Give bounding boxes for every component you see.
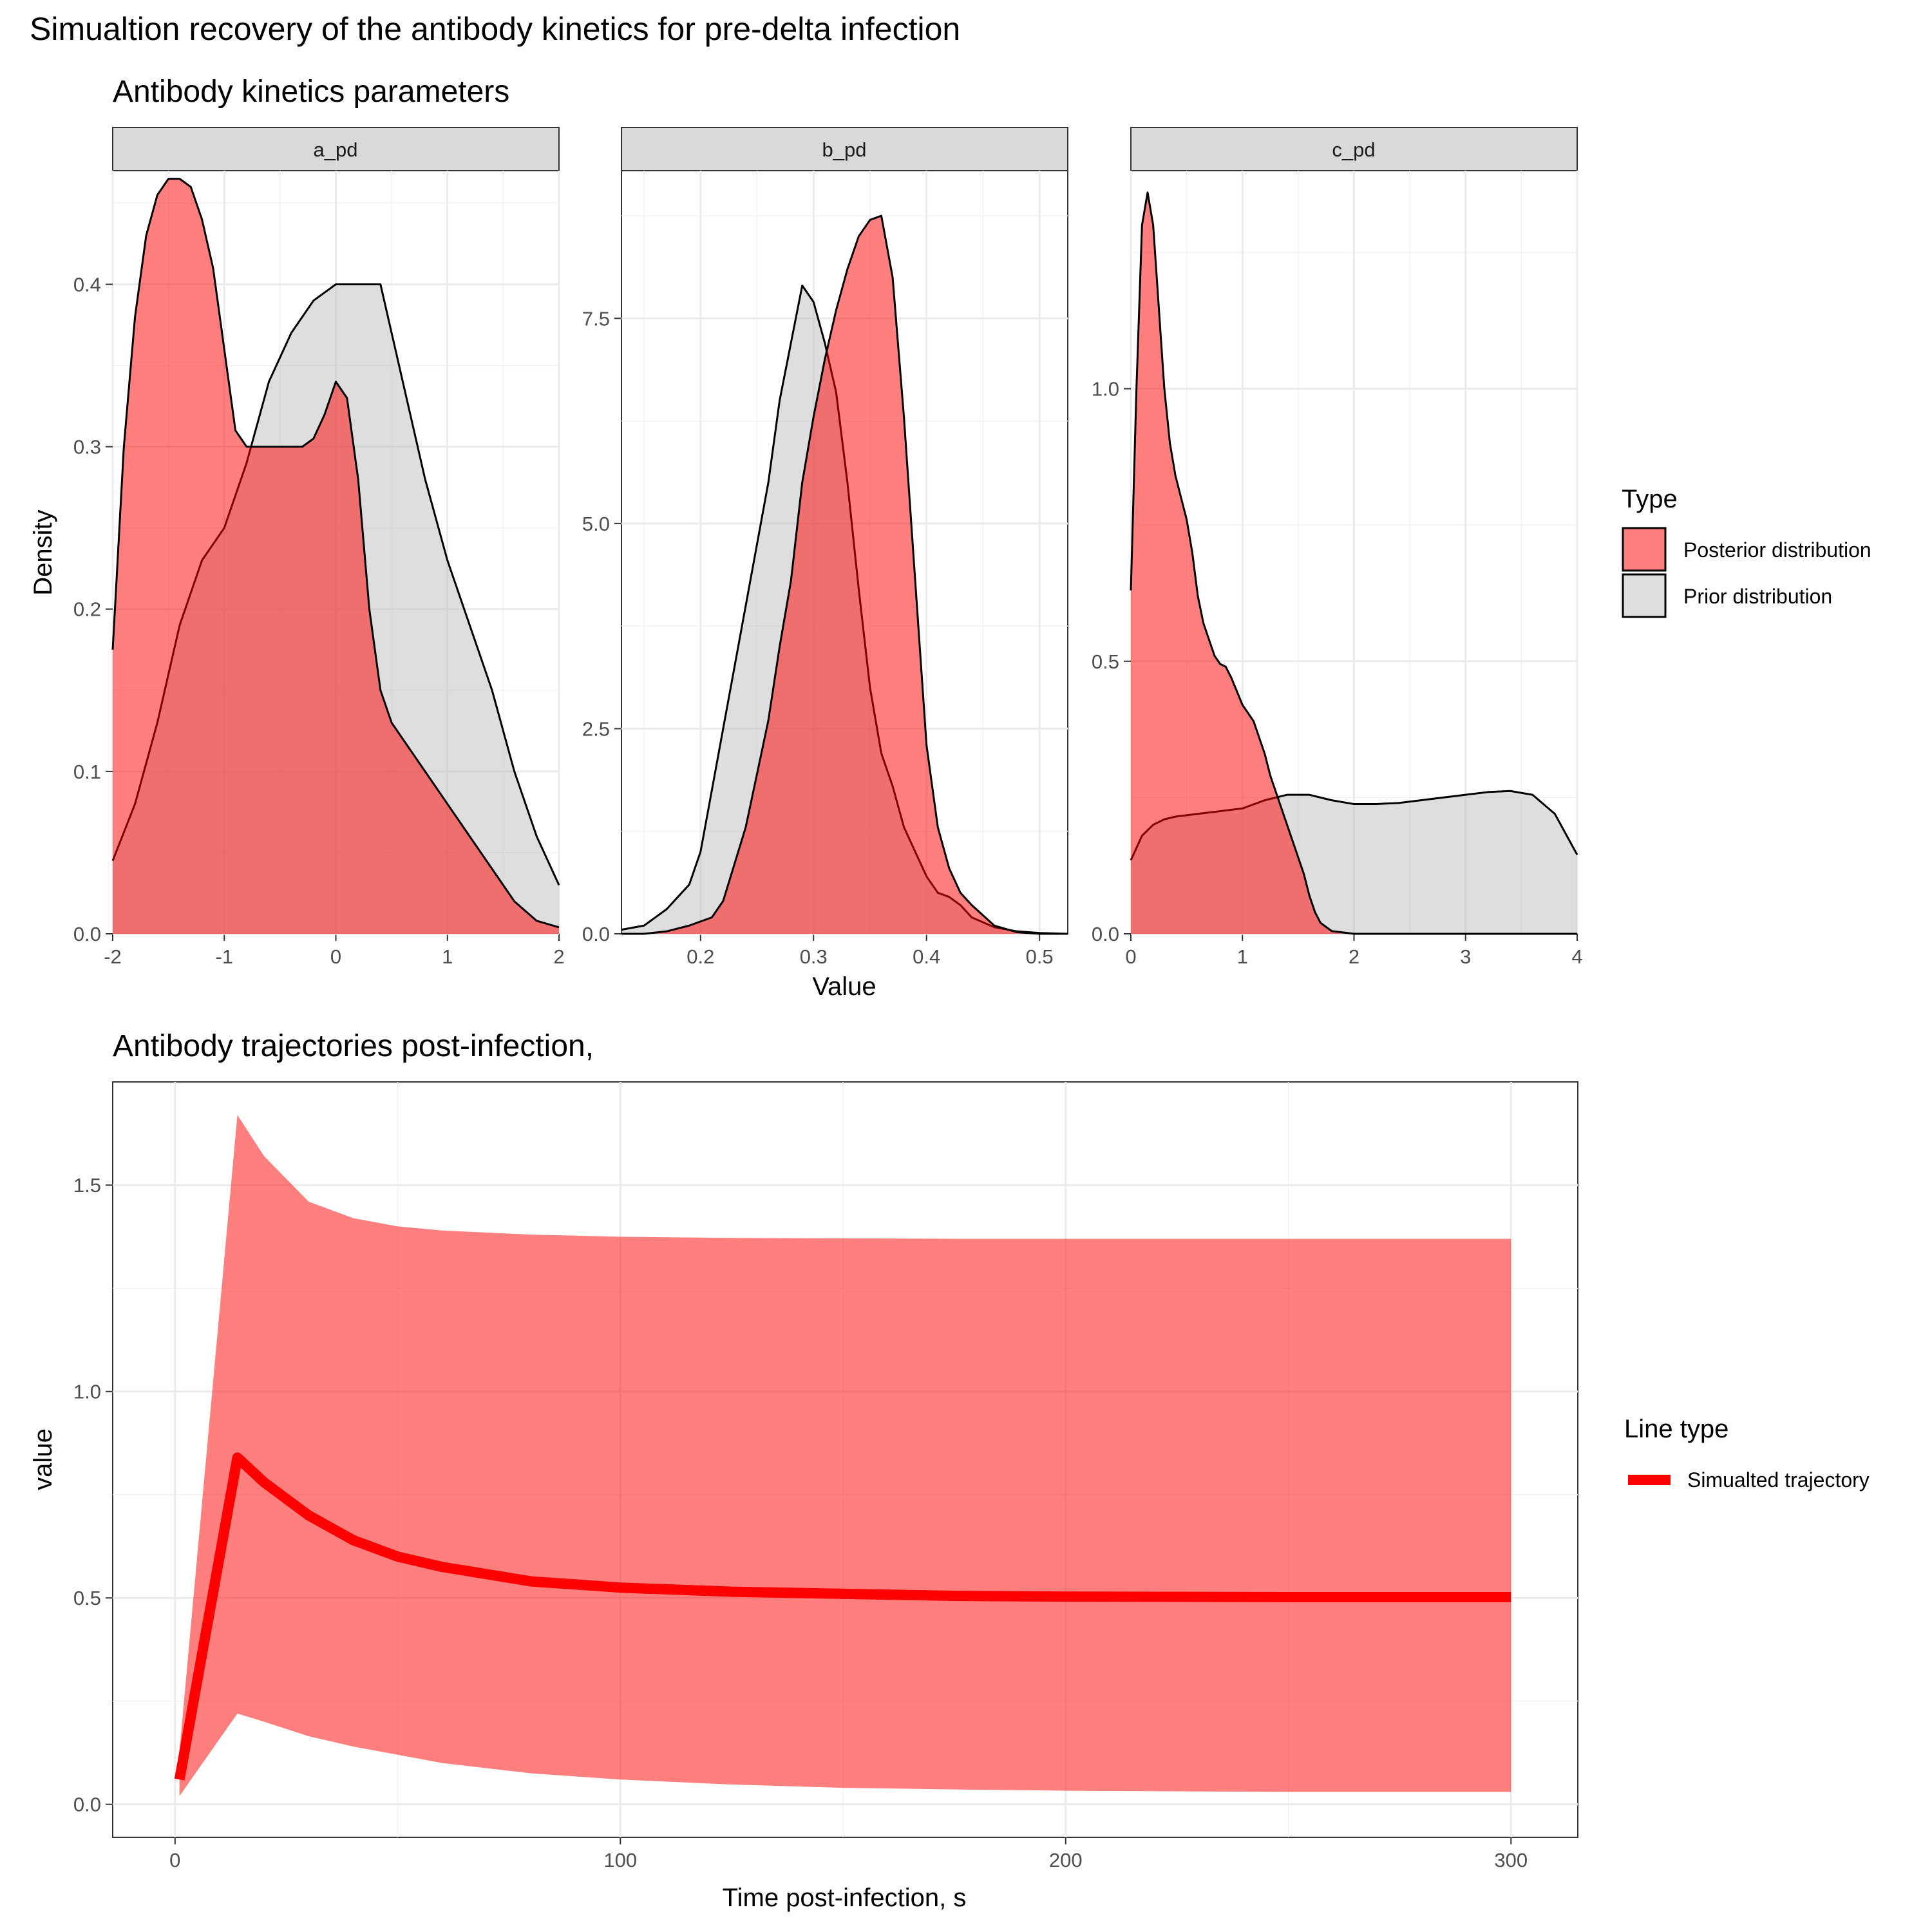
legend-label-prior: Prior distribution bbox=[1683, 585, 1832, 608]
a-pd-x-tick-label-3: 1 bbox=[442, 945, 453, 968]
a-pd-x-tick-label-4: 2 bbox=[553, 945, 564, 968]
c-pd-y-tick-label-0: 0.0 bbox=[1092, 923, 1119, 945]
trajectory-x-tick-label-0: 0 bbox=[169, 1849, 180, 1871]
bottom-x-axis-label: Time post-infection, s bbox=[723, 1884, 967, 1912]
a-pd-y-tick-label-1: 0.1 bbox=[73, 761, 101, 783]
trajectory-x-tick-label-3: 300 bbox=[1494, 1849, 1528, 1871]
facet-c-pd: c_pd 0 1 2 3 4 0.0 0.5 1.0 bbox=[1092, 127, 1583, 968]
facet-b-pd-plot-area: 0.2 0.3 0.4 0.5 0.0 2.5 5.0 7.5 bbox=[582, 171, 1068, 968]
trajectory-x-tick-label-1: 100 bbox=[603, 1849, 637, 1871]
legend-label-posterior: Posterior distribution bbox=[1683, 538, 1871, 562]
trajectory-x-tick-label-2: 200 bbox=[1049, 1849, 1083, 1871]
trajectory-credible-band bbox=[179, 1115, 1511, 1796]
bottom-trajectory-plot: Antibody trajectories post-infection, 0 1… bbox=[29, 1029, 1870, 1912]
a-pd-posterior-density-line bbox=[111, 178, 560, 929]
line-type-legend-title: Line type bbox=[1624, 1415, 1728, 1443]
facet-a-pd-strip-label: a_pd bbox=[314, 138, 358, 161]
top-density-plot: Antibody kinetics parameters a_pd -2 -1 0 1… bbox=[29, 75, 1871, 1001]
c-pd-x-tick-label-0: 0 bbox=[1125, 945, 1136, 968]
line-type-legend: Line type Simualted trajectory bbox=[1624, 1415, 1870, 1492]
a-pd-y-tick-label-3: 0.3 bbox=[73, 436, 101, 459]
simulated-trajectory-line bbox=[174, 1452, 1511, 1781]
a-pd-x-tick-label-0: -2 bbox=[104, 945, 122, 968]
a-pd-y-tick-label-4: 0.4 bbox=[73, 273, 101, 296]
b-pd-x-tick-label-2: 0.4 bbox=[913, 945, 940, 968]
facet-b-pd-strip bbox=[621, 127, 1068, 171]
trajectory-y-tick-label-2: 1.0 bbox=[73, 1381, 101, 1403]
c-pd-y-tick-label-1: 0.5 bbox=[1092, 650, 1119, 673]
facet-c-pd-strip-label: c_pd bbox=[1332, 138, 1375, 161]
trajectory-plot-area: 0 100 200 300 0.0 0.5 1.0 1.5 bbox=[73, 1082, 1578, 1871]
c-pd-x-tick-label-1: 1 bbox=[1237, 945, 1248, 968]
legend-label-trajectory: Simualted trajectory bbox=[1687, 1468, 1870, 1492]
legend-key-prior bbox=[1622, 573, 1667, 618]
bottom-subtitle: Antibody trajectories post-infection, bbox=[113, 1029, 594, 1063]
type-legend: Type Posterior distribution Prior distri… bbox=[1622, 485, 1871, 618]
c-pd-x-tick-label-4: 4 bbox=[1571, 945, 1582, 968]
trajectory-y-tick-label-3: 1.5 bbox=[73, 1174, 101, 1197]
a-pd-y-tick-label-0: 0.0 bbox=[73, 923, 101, 945]
legend-key-posterior bbox=[1622, 527, 1667, 572]
facet-a-pd-plot-area: -2 -1 0 1 2 0.0 0.1 0.2 0.3 0.4 bbox=[73, 171, 565, 968]
type-legend-title: Type bbox=[1622, 485, 1678, 513]
trajectory-y-tick-label-0: 0.0 bbox=[73, 1794, 101, 1816]
figure-title: Simualtion recovery of the antibody kine… bbox=[30, 11, 960, 47]
a-pd-posterior-density-area bbox=[113, 178, 559, 934]
top-y-axis-label: Density bbox=[29, 509, 57, 595]
c-pd-x-tick-label-2: 2 bbox=[1349, 945, 1359, 968]
b-pd-x-tick-label-3: 0.5 bbox=[1026, 945, 1054, 968]
b-pd-y-tick-label-0: 0.0 bbox=[582, 923, 610, 945]
facet-c-pd-plot-area: 0 1 2 3 4 0.0 0.5 1.0 bbox=[1092, 171, 1583, 968]
top-x-axis-label: Value bbox=[812, 972, 876, 1001]
trajectory-y-tick-label-1: 0.5 bbox=[73, 1587, 101, 1609]
b-pd-posterior-density-area bbox=[621, 216, 1068, 934]
b-pd-y-tick-label-2: 5.0 bbox=[582, 513, 610, 535]
c-pd-posterior-density-line bbox=[1130, 191, 1577, 935]
facet-b-pd-strip-label: b_pd bbox=[822, 138, 867, 161]
b-pd-y-tick-label-1: 2.5 bbox=[582, 717, 610, 740]
b-pd-x-tick-label-1: 0.3 bbox=[800, 945, 828, 968]
a-pd-y-tick-label-2: 0.2 bbox=[73, 598, 101, 621]
bottom-y-axis-label: value bbox=[29, 1428, 57, 1490]
c-pd-y-tick-label-2: 1.0 bbox=[1092, 378, 1119, 401]
a-pd-x-tick-label-1: -1 bbox=[215, 945, 233, 968]
c-pd-x-tick-label-3: 3 bbox=[1460, 945, 1471, 968]
a-pd-x-tick-label-2: 0 bbox=[330, 945, 341, 968]
c-pd-posterior-density-area bbox=[1131, 192, 1577, 934]
b-pd-posterior-density-line bbox=[621, 214, 1068, 935]
facet-b-pd: b_pd 0.2 0.3 0.4 0.5 0.0 2.5 5.0 7.5 bbox=[582, 127, 1068, 968]
b-pd-x-tick-label-0: 0.2 bbox=[687, 945, 714, 968]
b-pd-y-tick-label-3: 7.5 bbox=[582, 307, 610, 330]
top-subtitle: Antibody kinetics parameters bbox=[113, 75, 509, 109]
facet-a-pd: a_pd -2 -1 0 1 2 0.0 0.1 0.2 0.3 0.4 bbox=[73, 127, 565, 968]
